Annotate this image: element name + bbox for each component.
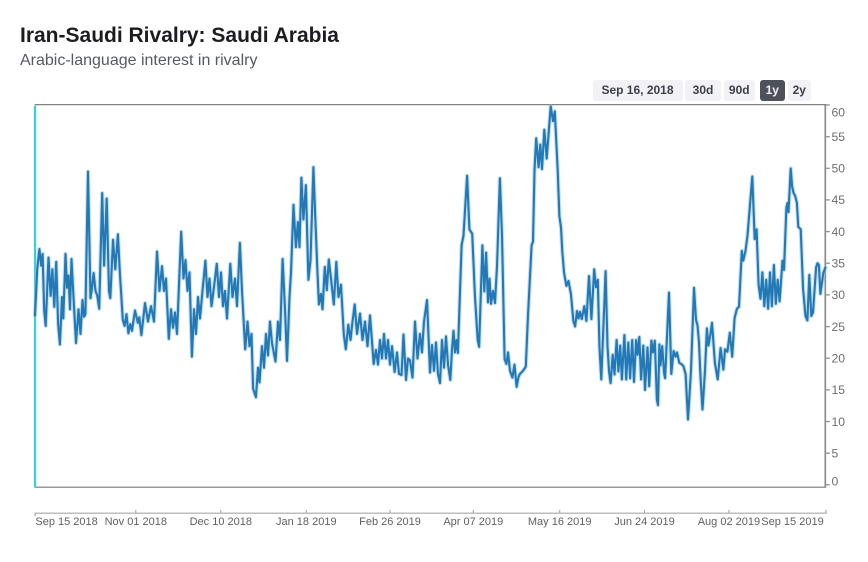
svg-text:Dec 10 2018: Dec 10 2018: [190, 516, 252, 528]
svg-text:Feb 26 2019: Feb 26 2019: [359, 516, 421, 528]
svg-text:May 16 2019: May 16 2019: [528, 516, 592, 528]
svg-text:0: 0: [832, 474, 839, 488]
svg-text:Jun 24 2019: Jun 24 2019: [614, 516, 675, 528]
svg-text:45: 45: [832, 193, 846, 207]
svg-text:Sep 15 2018: Sep 15 2018: [35, 516, 97, 528]
svg-text:20: 20: [832, 352, 846, 366]
svg-text:10: 10: [832, 415, 846, 429]
svg-text:Jan 18 2019: Jan 18 2019: [276, 516, 337, 528]
svg-text:Apr 07 2019: Apr 07 2019: [443, 516, 503, 528]
svg-text:Sep 15 2019: Sep 15 2019: [761, 516, 823, 528]
svg-text:40: 40: [832, 225, 846, 239]
svg-text:Nov 01 2018: Nov 01 2018: [105, 516, 167, 528]
svg-text:Aug 02 2019: Aug 02 2019: [698, 516, 760, 528]
svg-text:5: 5: [832, 447, 839, 461]
svg-text:50: 50: [832, 162, 846, 176]
svg-text:60: 60: [832, 106, 846, 120]
svg-text:25: 25: [832, 320, 846, 334]
svg-text:55: 55: [832, 130, 846, 144]
svg-text:15: 15: [832, 383, 846, 397]
svg-text:35: 35: [832, 257, 846, 271]
svg-text:30: 30: [832, 288, 846, 302]
